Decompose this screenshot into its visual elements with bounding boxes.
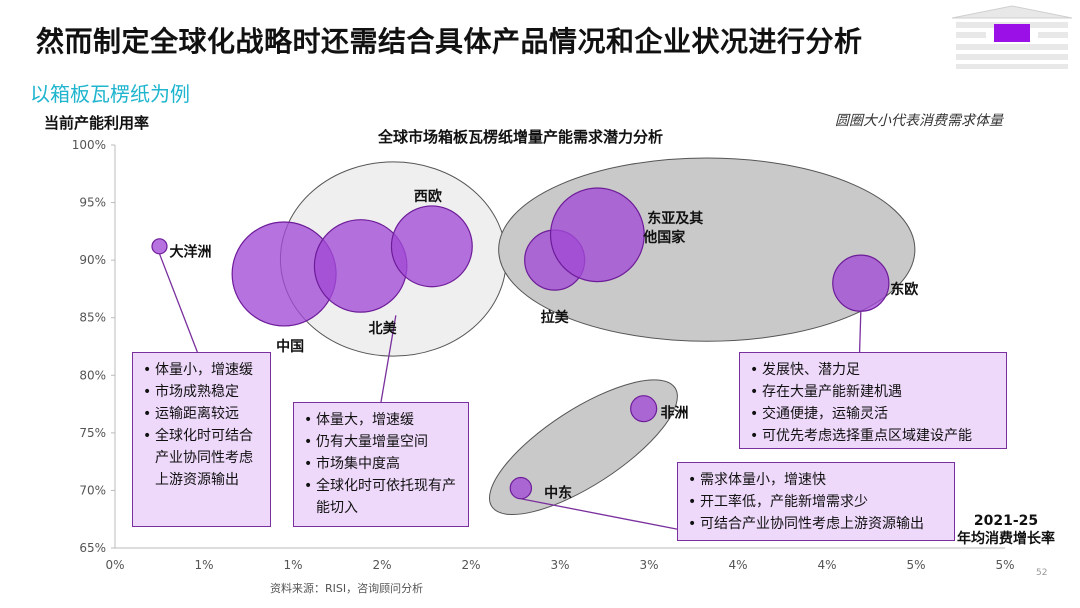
note-bullet: 全球化时可依托现有产能切入	[304, 475, 460, 519]
x-axis-title: 2021-25 年均消费增长率	[946, 512, 1066, 548]
y-axis-title: 当前产能利用率	[44, 114, 150, 132]
y-tick-label: 90%	[79, 253, 106, 267]
note-bullet: 市场集中度高	[304, 453, 460, 475]
note-bullet: 开工率低，产能新增需求少	[688, 491, 946, 513]
chart-title: 全球市场箱板瓦楞纸增量产能需求潜力分析	[378, 128, 664, 146]
note-bullet: 全球化时可结合产业协同性考虑上游资源输出	[143, 425, 262, 491]
note-bullet: 体量大，增速缓	[304, 409, 460, 431]
callout-line	[858, 311, 862, 353]
x-axis-title-line1: 2021-25	[973, 513, 1039, 529]
x-tick-label: 4%	[817, 558, 836, 572]
bubble-label: 大洋洲	[170, 243, 212, 260]
note-bullet: 发展快、潜力足	[750, 359, 998, 381]
bubble-label: 中东	[544, 484, 572, 501]
bubble-point	[630, 395, 658, 423]
bubble-label: 东欧	[890, 281, 918, 298]
note-bullet: 需求体量小，增速快	[688, 469, 946, 491]
callout-line	[520, 498, 678, 530]
bubble-point	[549, 187, 645, 283]
x-tick-label: 3%	[639, 558, 658, 572]
x-tick-label: 2%	[461, 558, 480, 572]
bubble-label: 非洲	[661, 405, 689, 422]
note-box-eastern-europe: 发展快、潜力足存在大量产能新建机遇交通便捷，运输灵活可优先考虑选择重点区域建设产…	[739, 352, 1007, 449]
bubble-point	[509, 476, 533, 500]
y-tick-label: 80%	[79, 368, 106, 382]
y-tick-label: 85%	[79, 311, 106, 325]
y-tick-label: 95%	[79, 196, 106, 210]
x-tick-label: 4%	[728, 558, 747, 572]
note-bullet: 体量小，增速缓	[143, 359, 262, 381]
note-bullet: 交通便捷，运输灵活	[750, 403, 998, 425]
callout-line	[380, 315, 397, 403]
bubble-point	[390, 205, 473, 288]
bubble-point	[151, 238, 168, 255]
x-axis-title-line2: 年均消费增长率	[957, 531, 1055, 547]
bubble-label: 东亚及其	[647, 210, 703, 227]
note-bullet: 可优先考虑选择重点区域建设产能	[750, 425, 998, 447]
x-tick-label: 3%	[550, 558, 569, 572]
bubble-label: 拉美	[541, 309, 570, 326]
bubble-label: 西欧	[414, 188, 442, 205]
bubble-point	[832, 254, 890, 312]
note-box-oceania: 体量小，增速缓市场成熟稳定运输距离较远全球化时可结合产业协同性考虑上游资源输出	[132, 352, 271, 527]
bubble-size-note: 圆圈大小代表消费需求体量	[835, 113, 1003, 129]
bubble-label: 北美	[369, 320, 398, 337]
page-number: 52	[1036, 568, 1048, 578]
y-tick-label: 70%	[79, 483, 106, 497]
x-tick-label: 1%	[283, 558, 302, 572]
source-note: 资料来源：RISI，咨询顾问分析	[270, 582, 424, 595]
note-box-middle-east: 需求体量小，增速快开工率低，产能新增需求少可结合产业协同性考虑上游资源输出	[677, 462, 955, 541]
x-tick-label: 5%	[995, 558, 1014, 572]
callout-line	[158, 253, 198, 353]
x-tick-label: 0%	[105, 558, 124, 572]
page-title: 然而制定全球化战略时还需结合具体产品情况和企业状况进行分析	[36, 25, 863, 58]
y-tick-label: 75%	[79, 426, 106, 440]
group-ellipse-mideast-africa	[489, 379, 678, 516]
bubble-label-line2: 他国家	[642, 229, 686, 246]
x-tick-label: 2%	[372, 558, 391, 572]
note-bullet: 存在大量产能新建机遇	[750, 381, 998, 403]
y-tick-label: 100%	[72, 138, 106, 152]
page-subtitle: 以箱板瓦楞纸为例	[30, 82, 190, 106]
note-bullet: 可结合产业协同性考虑上游资源输出	[688, 513, 946, 535]
bubble-label: 中国	[276, 338, 304, 355]
note-bullet: 仍有大量增量空间	[304, 431, 460, 453]
note-bullet: 市场成熟稳定	[143, 381, 262, 403]
y-tick-label: 65%	[79, 541, 106, 555]
note-box-china: 体量大，增速缓仍有大量增量空间市场集中度高全球化时可依托现有产能切入	[293, 402, 469, 527]
note-bullet: 运输距离较远	[143, 403, 262, 425]
x-tick-label: 1%	[194, 558, 213, 572]
x-tick-label: 5%	[906, 558, 925, 572]
building-logo-icon	[951, 5, 1073, 69]
